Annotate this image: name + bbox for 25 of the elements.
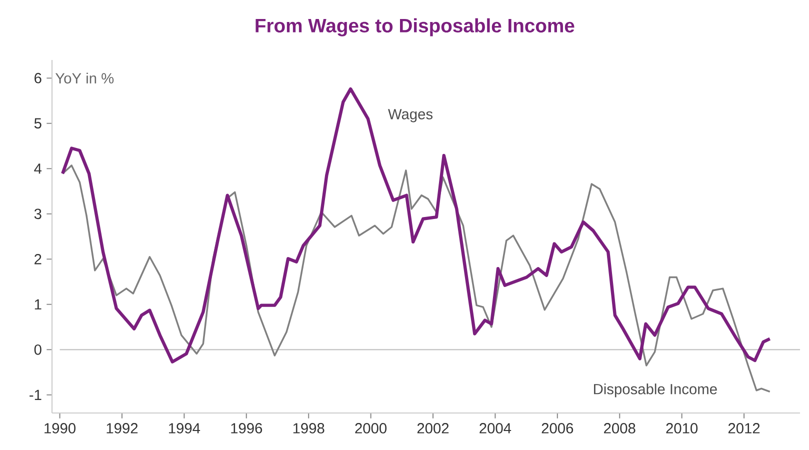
x-tick-label: 1998 (293, 423, 324, 434)
x-tick-label: 1990 (44, 423, 76, 434)
x-tick-label: 1992 (106, 423, 138, 434)
line-series (60, 87, 772, 364)
y-tick-label: 0 (34, 344, 42, 355)
y-tick-label: 3 (34, 208, 42, 220)
y-tick-label: 2 (34, 254, 42, 264)
y-tick-label: 1 (34, 299, 42, 310)
x-tick-label: 1996 (231, 423, 262, 434)
y-tick-label: -1 (30, 390, 42, 400)
x-tick-label: 2004 (480, 423, 512, 434)
x-tick-label: 2002 (417, 423, 449, 434)
x-tick-label: 2010 (666, 423, 698, 434)
y-tick-label: 5 (34, 118, 42, 128)
x-tick-label: 1994 (168, 423, 200, 434)
series-label: Wages (388, 109, 433, 122)
chart-title: From Wages to Disposable Income (256, 18, 574, 36)
series-label: Disposable Income (594, 384, 717, 398)
y-tick-label: 4 (34, 164, 42, 174)
x-tick-label: 2008 (604, 423, 636, 434)
x-tick-label: 2006 (542, 423, 574, 434)
x-tick-label: 2012 (728, 423, 760, 434)
x-tick-label: 2000 (355, 423, 387, 434)
y-axis-title: YoY in % (55, 72, 114, 84)
y-tick-label: 6 (34, 72, 42, 84)
